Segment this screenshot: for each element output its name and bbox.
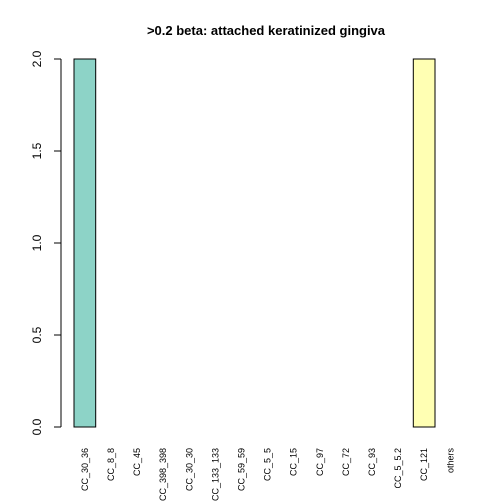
x-tick-label: others	[445, 448, 455, 474]
x-tick-label: CC_121	[419, 448, 429, 481]
y-tick-label: 2.0	[30, 50, 44, 67]
y-tick-label: 1.0	[30, 234, 44, 251]
x-tick-label: CC_5_5	[263, 448, 273, 481]
x-axis-labels: CC_30_36 CC_8_8 CC_45 CC_398_398 CC_30_30 CC_…	[80, 448, 455, 502]
y-tick-label: 0.0	[30, 418, 44, 435]
x-tick-label: CC_398_398	[158, 448, 168, 501]
y-tick-label: 1.5	[30, 142, 44, 159]
x-tick-label: CC_15	[289, 448, 299, 476]
bar-cc-121	[412, 58, 436, 428]
y-axis: 0.0 0.5 1.0 1.5 2.0	[30, 50, 62, 435]
x-tick-label: CC_5_5.2	[393, 448, 403, 489]
x-tick-label: CC_45	[132, 448, 142, 476]
x-tick-label: CC_72	[341, 448, 351, 476]
x-tick-label: CC_133_133	[210, 448, 220, 501]
bar-cc-30-36	[73, 58, 97, 428]
x-tick-label: CC_97	[315, 448, 325, 476]
x-tick-label: CC_59_59	[236, 448, 246, 491]
x-tick-label: CC_30_36	[80, 448, 90, 491]
x-tick-label: CC_93	[367, 448, 377, 476]
x-tick-label: CC_8_8	[106, 448, 116, 481]
chart-title: >0.2 beta: attached keratinized gingiva	[147, 23, 386, 38]
y-tick-label: 0.5	[30, 326, 44, 343]
bars	[73, 58, 436, 428]
x-tick-label: CC_30_30	[184, 448, 194, 491]
